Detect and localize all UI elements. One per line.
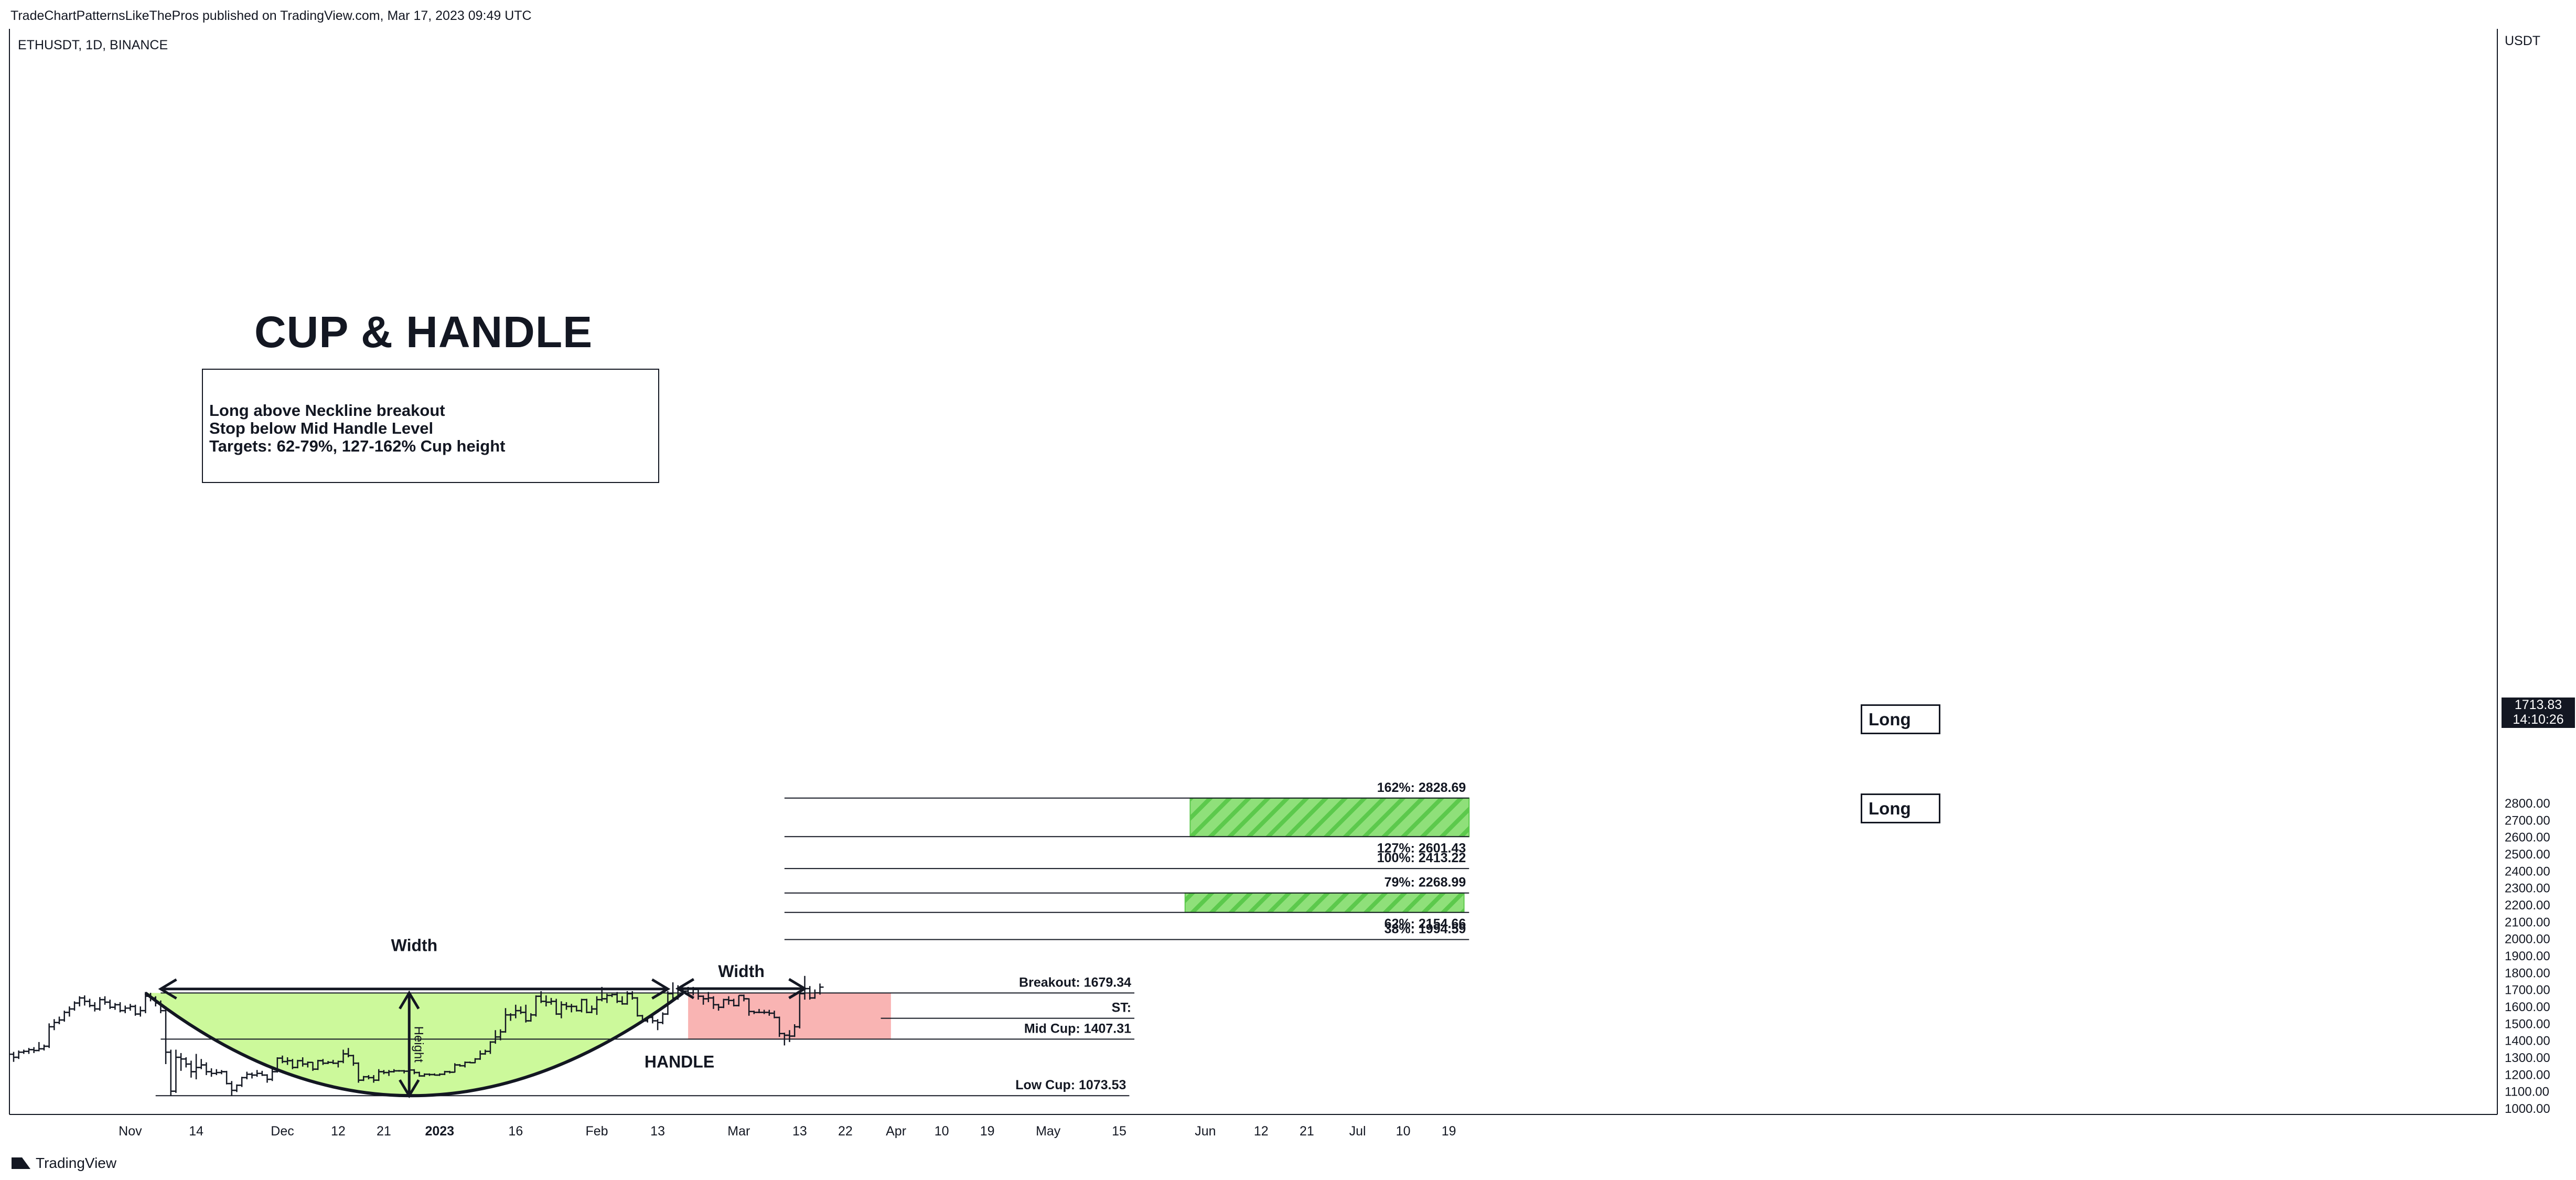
x-tick-4: 12 [331,1124,346,1139]
x-tick-16: May [1036,1124,1061,1139]
level-label-2: 127%: 2601.43 [1377,841,1466,855]
y-tick-2: 1100.00 [2505,1085,2549,1099]
x-tick-1: Nov [119,1124,142,1139]
x-tick-3: Dec [271,1124,294,1139]
x-tick-19: 12 [1254,1124,1269,1139]
x-tick-9: 13 [650,1124,665,1139]
x-tick-6: 2023 [425,1124,454,1139]
x-tick-11: 13 [792,1124,807,1139]
level-label-9: Low Cup: 1073.53 [1015,1078,1126,1092]
tradingview-logo-icon [12,1157,30,1169]
level-label-5: 62%: 2154.66 [1384,917,1466,931]
height-label: Height [411,1026,425,1063]
note-line-2: Stop below Mid Handle Level [209,419,434,437]
y-tick-4: 1300.00 [2505,1051,2550,1065]
x-tick-23: 19 [1442,1124,1456,1139]
y-tick-1: 1000.00 [2505,1102,2550,1116]
x-tick-21: Jul [1349,1124,1366,1139]
long-order-box[interactable]: Long [1861,704,1940,734]
x-tick-18: Jun [1195,1124,1216,1139]
y-tick-8: 1700.00 [2505,983,2550,997]
publisher-text: TradeChartPatternsLikeThePros published … [10,8,532,23]
st-label: ST: [1112,1001,1132,1015]
width-label: Width [391,936,438,955]
y-tick-16: 2500.00 [2505,848,2550,862]
height-arrow-head-bottom [399,1079,420,1099]
x-tick-20: 21 [1300,1124,1314,1139]
handle-label: HANDLE [645,1052,714,1071]
level-label-8: Mid Cup: 1407.31 [1024,1021,1131,1036]
x-tick-14: 10 [935,1124,949,1139]
x-tick-22: 10 [1396,1124,1411,1139]
level-label-1: 162%: 2828.69 [1377,780,1466,795]
notes-box[interactable]: Long above Neckline breakout Stop below … [202,369,659,483]
height-arrow-head-top [399,990,420,1010]
target-zone-2 [1184,892,1465,913]
width-arrow-head-right [651,978,671,1000]
x-tick-8: Feb [586,1124,608,1139]
width-arrow-head-left [158,978,177,1000]
y-tick-12: 2100.00 [2505,915,2550,929]
note-line-3: Targets: 62-79%, 127-162% Cup height [209,437,506,455]
y-tick-14: 2300.00 [2505,882,2550,896]
y-tick-9: 1800.00 [2505,966,2550,980]
y-tick-10: 1900.00 [2505,949,2550,963]
handle-width-arrow-head-left [675,978,695,1000]
cup-outline [144,991,684,1098]
footer: TradingView [12,1155,116,1172]
y-tick-19: 2800.00 [2505,797,2550,811]
note-line-1: Long above Neckline breakout [209,401,445,420]
level-label-4: 79%: 2268.99 [1384,875,1466,890]
y-tick-5: 1400.00 [2505,1034,2550,1048]
level-label-7: Breakout: 1679.34 [1019,975,1131,990]
level-label-6: 38%: 1994.59 [1384,921,1466,936]
current-price-value: 1713.83 [2514,698,2562,712]
y-tick-17: 2600.00 [2505,831,2550,845]
y-tick-11: 2000.00 [2505,932,2550,947]
pattern-title: CUP & HANDLE [254,307,593,357]
y-tick-15: 2400.00 [2505,864,2550,878]
target-zone-1 [1189,797,1470,838]
y-tick-6: 1500.00 [2505,1017,2550,1031]
x-tick-17: 15 [1112,1124,1126,1139]
x-tick-2: 14 [189,1124,203,1139]
x-tick-10: Mar [727,1124,750,1139]
y-tick-7: 1600.00 [2505,1000,2550,1014]
y-tick-3: 1200.00 [2505,1068,2550,1082]
handle-width-arrow-head-right [788,978,808,1000]
current-price-countdown: 14:10:26 [2513,712,2564,727]
x-tick-12: 22 [838,1124,853,1139]
x-tick-5: 21 [377,1124,391,1139]
x-tick-7: 16 [508,1124,523,1139]
currency-label: USDT [2505,34,2541,48]
level-label-3: 100%: 2413.22 [1377,851,1466,865]
y-tick-13: 2200.00 [2505,898,2550,913]
symbol-text: ETHUSDT, 1D, BINANCE [18,38,168,52]
current-price-label: 1713.83 14:10:26 [2502,698,2575,728]
footer-brand: TradingView [36,1155,117,1171]
long-stop-box[interactable]: Long [1861,793,1940,823]
x-tick-13: Apr [886,1124,906,1139]
y-tick-18: 2700.00 [2505,813,2550,828]
handle-width-label: Width [718,962,765,981]
x-tick-15: 19 [980,1124,995,1139]
